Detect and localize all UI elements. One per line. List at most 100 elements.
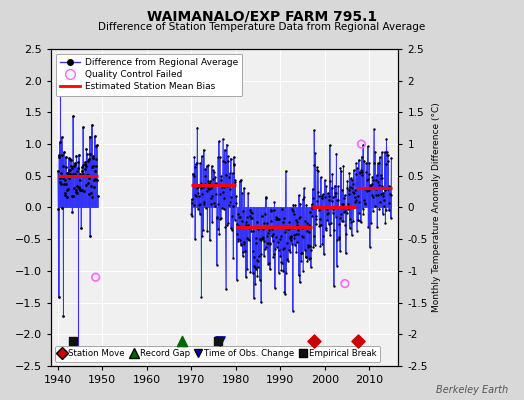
Point [331,182,339,189]
Point [279,245,288,251]
Point [268,238,277,244]
Point [339,201,347,208]
Point [372,192,380,198]
Point [307,264,315,270]
Point [70,163,79,169]
Point [53,168,62,174]
Point [84,158,92,165]
Point [200,201,208,208]
Point [294,192,303,198]
Point [250,263,259,269]
Point [386,191,395,197]
Point [361,200,369,207]
Point [301,254,310,260]
Point [302,254,310,260]
Point [215,191,224,198]
Point [191,192,200,198]
Point [258,212,266,219]
Point [199,226,208,233]
Point [253,272,261,279]
Point [255,236,264,242]
Point [353,228,361,234]
Point [288,205,297,212]
Point [343,210,351,216]
Point [190,202,198,208]
Point [286,248,294,255]
Point [231,179,239,185]
Point [210,169,219,175]
Point [75,152,83,158]
Point [385,207,393,214]
Point [92,274,100,280]
Point [209,193,217,200]
Point [297,250,305,256]
Point [366,182,374,188]
Point [282,226,290,232]
Point [63,170,71,177]
Point [289,208,297,214]
Point [207,195,215,202]
Point [297,258,305,265]
Point [366,243,374,250]
Point [202,205,210,212]
Point [323,206,331,212]
Point [270,199,279,206]
Point [285,218,293,225]
Point [77,186,85,193]
Point [354,192,362,199]
Text: Difference of Station Temperature Data from Regional Average: Difference of Station Temperature Data f… [99,22,425,32]
Point [213,214,221,220]
Point [79,124,87,131]
Point [190,154,199,160]
Point [188,196,196,202]
Point [290,211,298,218]
Point [315,222,324,228]
Point [86,233,94,239]
Point [309,194,317,201]
Point [78,187,86,193]
Point [341,280,349,287]
Point [280,214,288,221]
Point [355,199,364,205]
Point [200,199,209,206]
Point [54,294,63,301]
Point [217,173,226,179]
Point [78,163,86,170]
Point [387,215,395,222]
Point [191,236,199,242]
Point [191,164,199,170]
Point [305,229,313,235]
Point [296,200,304,207]
Point [341,222,350,228]
Point [221,147,229,153]
Point [285,247,293,254]
Point [204,162,213,169]
Point [88,194,96,200]
Point [228,212,236,219]
Point [62,187,71,193]
Point [325,142,334,148]
Point [89,155,97,161]
Point [305,222,313,228]
Point [211,202,220,209]
Point [248,209,256,216]
Point [263,239,271,246]
Point [86,183,95,190]
Point [287,234,295,240]
Point [310,127,318,133]
Point [287,237,296,243]
Point [351,194,359,200]
Point [308,201,316,208]
Point [348,176,356,183]
Point [242,274,250,280]
Point [328,184,336,191]
Point [351,187,359,193]
Point [54,152,63,159]
Point [226,186,234,192]
Point [357,141,366,147]
Point [300,194,308,200]
Point [341,208,349,215]
Point [202,182,210,188]
Point [69,193,77,200]
Point [178,338,187,344]
